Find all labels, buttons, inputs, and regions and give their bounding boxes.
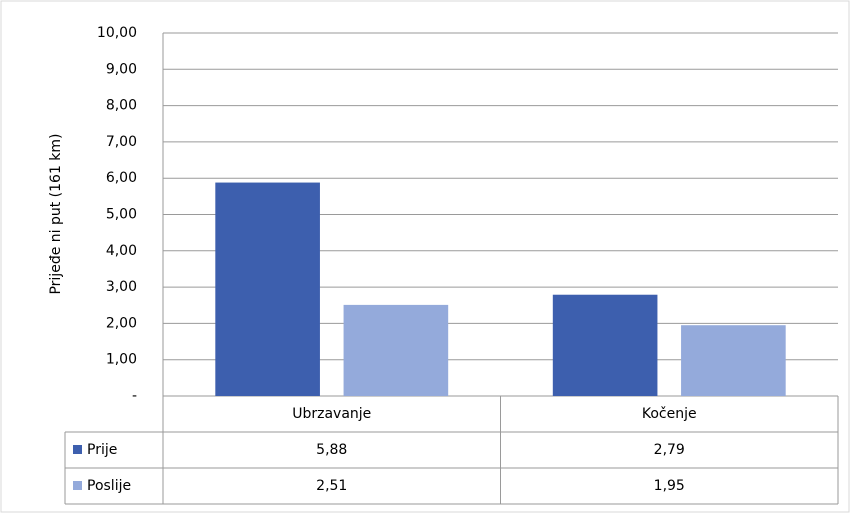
y-tick-label: 2,00 (106, 315, 137, 331)
bar (681, 325, 786, 396)
value-label: 1,95 (654, 478, 685, 494)
category-label: Kočenje (642, 406, 697, 422)
y-tick-label: 8,00 (106, 98, 137, 114)
legend-label: Poslije (87, 478, 131, 494)
value-label: 5,88 (316, 442, 347, 458)
y-tick-label: - (132, 388, 137, 404)
y-tick-label: 3,00 (106, 279, 137, 295)
y-tick-label: 10,00 (97, 25, 137, 41)
y-axis-title: Prijeđe ni put (161 km) (48, 133, 64, 294)
y-tick-label: 5,00 (106, 207, 137, 223)
value-label: 2,51 (316, 478, 347, 494)
legend-swatch (73, 445, 82, 454)
y-tick-label: 7,00 (106, 134, 137, 150)
value-label: 2,79 (654, 442, 685, 458)
y-tick-label: 9,00 (106, 61, 137, 77)
legend-swatch (73, 481, 82, 490)
bar (343, 304, 449, 396)
category-label: Ubrzavanje (292, 406, 371, 422)
bar (552, 294, 658, 396)
bar (215, 182, 320, 396)
y-tick-label: 4,00 (106, 243, 137, 259)
y-tick-label: 1,00 (106, 352, 137, 368)
legend-label: Prije (87, 442, 117, 458)
y-tick-label: 6,00 (106, 170, 137, 186)
